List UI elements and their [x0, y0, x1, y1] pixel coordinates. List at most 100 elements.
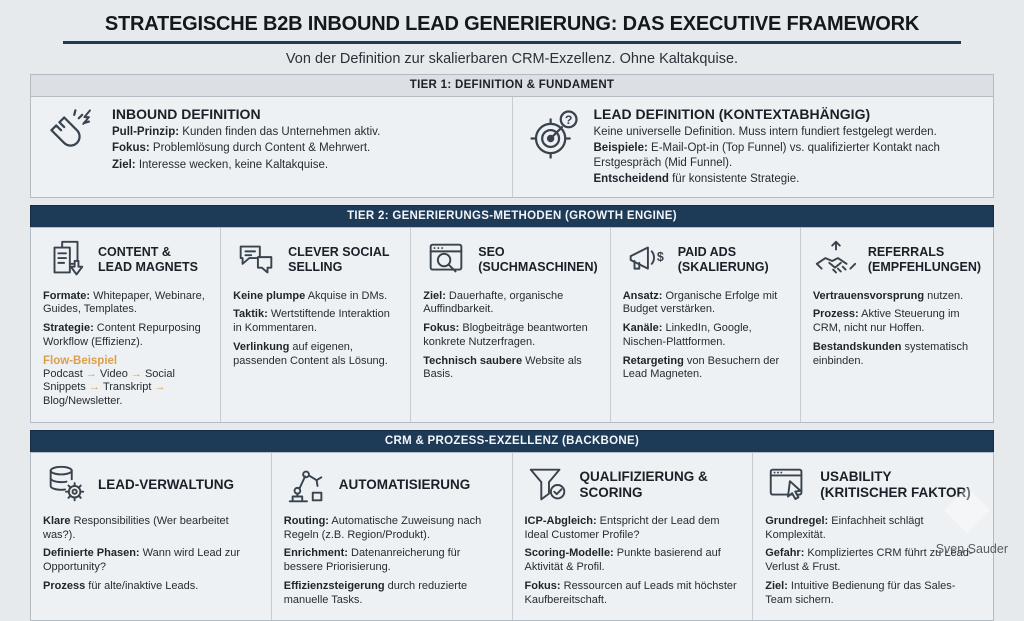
card-line: ICP-Abgleich: Entspricht der Lead dem Id…	[524, 514, 720, 541]
card-body: Pull-Prinzip: Kunden finden das Unterneh…	[112, 125, 380, 172]
card-line: Ziel: Intuitive Bedienung für das Sales-…	[765, 579, 956, 606]
flow-arrow-icon: →	[85, 381, 103, 394]
chat-bubbles-icon	[233, 237, 279, 283]
card-line: Grundregel: Einfachheit schlägt Komplexi…	[765, 514, 924, 541]
card-line: Routing: Automatische Zuweisung nach Reg…	[283, 514, 482, 541]
card-title: REFERRALS (EMPFEHLUNGEN)	[867, 245, 982, 274]
card-body: Klare Responsibilities (Wer bearbeitet w…	[43, 515, 259, 594]
card-title: LEAD-VERWALTUNG	[98, 476, 234, 492]
tier1-section: TIER 1: DEFINITION & FUNDAMENT INBOUND D…	[30, 74, 994, 198]
card-head: SEO (SUCHMASCHINEN)	[423, 237, 598, 283]
target-question-icon: ?	[527, 107, 581, 161]
card-body: Ansatz: Organische Erfolge mit Budget ve…	[623, 290, 788, 383]
flow-label: Flow-Beispiel	[43, 354, 118, 367]
card-title: CONTENT & LEAD MAGNETS	[98, 245, 198, 274]
card-line: Kanäle: LinkedIn, Google, Nischen-Plattf…	[622, 322, 752, 348]
card-head: QUALIFIZIERUNG & SCORING	[525, 462, 741, 508]
tier2-cards: CONTENT & LEAD MAGNETS Formate: Whitepape…	[30, 226, 994, 423]
card-qualifizierung-scoring: QUALIFIZIERUNG & SCORING ICP-Abgleich: En…	[511, 452, 753, 621]
infographic-page: { "page": { "title": "STRATEGISCHE B2B I…	[0, 0, 1024, 559]
card-line: Vertrauensvorsprung nutzen.	[812, 289, 964, 302]
card-line: Klare Responsibilities (Wer bearbeitet w…	[43, 514, 229, 541]
handshake-growth-icon	[813, 237, 859, 283]
card-line: Verlinkung auf eigenen, passenden Conten…	[233, 340, 388, 367]
card-text: LEAD DEFINITION (KONTEXTABHÄNGIG) Keine u…	[594, 106, 980, 189]
card-line: Fokus: Blogbeiträge beantworten konkrete…	[423, 322, 588, 348]
card-line: Definierte Phasen: Wann wird Lead zur Op…	[43, 547, 241, 573]
card-lead-definition: ? LEAD DEFINITION (KONTEXTABHÄNGIG) Keine …	[511, 97, 994, 197]
card-title: CLEVER SOCIAL SELLING	[288, 245, 390, 274]
card-title: USABILITY (KRITISCHER FAKTOR)	[820, 469, 971, 500]
card-line: Pull-Prinzip: Kunden finden das Unterneh…	[112, 126, 381, 138]
card-line: Scoring-Modelle: Punkte basierend auf Ak…	[524, 547, 721, 573]
card-line: Strategie: Content Repurposing Workflow …	[43, 322, 201, 348]
card-body: Ziel: Dauerhafte, organische Auffindbark…	[423, 290, 597, 383]
masthead: STRATEGISCHE B2B INBOUND LEAD GENERIERUN…	[0, 0, 1024, 67]
author-credit: Sven Sauder	[935, 542, 1008, 556]
card-line: Enrichment: Datenanreicherung für besser…	[283, 547, 461, 573]
card-automatisierung: AUTOMATISIERUNG Routing: Automatische Zuw…	[270, 452, 512, 621]
card-paid-ads-skalierung: $ PAID ADS (SKALIERUNG) Ansatz: Organische…	[609, 227, 800, 422]
card-seo-suchmaschinen: SEO (SUCHMASCHINEN) Ziel: Dauerhafte, org…	[410, 227, 609, 422]
tier3-section: CRM & PROZESS-EXZELLENZ (BACKBONE) LEAD-…	[30, 429, 994, 621]
card-line: Ansatz: Organische Erfolge mit Budget ve…	[622, 289, 778, 316]
card-line: Entscheidend für konsistente Strategie.	[593, 173, 800, 186]
card-head: AUTOMATISIERUNG	[284, 462, 500, 508]
card-line: Taktik: Wertstiftende Interaktion in Kom…	[233, 308, 390, 334]
card-inbound-definition: INBOUND DEFINITION Pull-Prinzip: Kunden f…	[31, 97, 512, 197]
card-title: AUTOMATISIERUNG	[338, 476, 471, 492]
page-subtitle: Von der Definition zur skalierbaren CRM-…	[285, 51, 739, 67]
flow-arrow-icon: →	[127, 367, 145, 380]
card-line: Effizienzsteigerung durch reduzierte man…	[283, 579, 468, 606]
tier2-header: TIER 2: GENERIERUNGS-METHODEN (GROWTH EN…	[30, 204, 994, 227]
card-head: USABILITY (KRITISCHER FAKTOR)	[765, 462, 981, 508]
card-line: Ziel: Dauerhafte, organische Auffindbark…	[423, 289, 564, 316]
title-underline	[63, 41, 961, 44]
documents-download-icon	[43, 237, 89, 283]
card-head: LEAD-VERWALTUNG	[43, 462, 259, 508]
card-title: SEO (SUCHMASCHINEN)	[478, 245, 598, 274]
card-line: Prozess für alte/inaktive Leads.	[43, 579, 199, 592]
flow-line: Podcast → Video → Social Snippets → Tran…	[43, 367, 175, 408]
card-title: LEAD DEFINITION (KONTEXTABHÄNGIG)	[593, 106, 871, 122]
card-line: Technisch saubere Website als Basis.	[423, 354, 582, 381]
card-line: Prozess: Aktive Steuerung im CRM, nicht …	[812, 308, 960, 334]
card-line: Keine universelle Definition. Muss inter…	[593, 126, 937, 138]
card-body: Formate: Whitepaper, Webinare, Guides, T…	[43, 290, 208, 409]
svg-text:?: ?	[564, 113, 572, 127]
funnel-check-icon	[525, 462, 571, 508]
card-line: Ziel: Interesse wecken, keine Kaltakquis…	[112, 158, 329, 171]
card-body: Keine universelle Definition. Muss inter…	[594, 125, 980, 187]
card-text: INBOUND DEFINITION Pull-Prinzip: Kunden f…	[112, 106, 380, 189]
card-title: PAID ADS (SKALIERUNG)	[677, 245, 769, 274]
svg-text:$: $	[657, 249, 664, 263]
database-gear-icon	[43, 462, 89, 508]
tier3-header: CRM & PROZESS-EXZELLENZ (BACKBONE)	[30, 429, 994, 452]
card-title: INBOUND DEFINITION	[112, 106, 261, 122]
card-body: Vertrauensvorsprung nutzen. Prozess: Akti…	[813, 290, 981, 369]
card-line: Keine plumpe Akquise in DMs.	[233, 289, 388, 302]
megaphone-dollar-icon: $	[623, 237, 669, 283]
robot-arm-icon	[284, 462, 330, 508]
card-body: ICP-Abgleich: Entspricht der Lead dem Id…	[525, 515, 741, 608]
card-line: Formate: Whitepaper, Webinare, Guides, T…	[43, 289, 205, 316]
card-line: Fokus: Problemlösung durch Content & Meh…	[112, 142, 371, 155]
card-body: Routing: Automatische Zuweisung nach Reg…	[284, 515, 500, 608]
card-usability-kritischer-faktor: USABILITY (KRITISCHER FAKTOR) Grundregel:…	[752, 452, 993, 621]
card-referrals-empfehlungen: REFERRALS (EMPFEHLUNGEN) Vertrauensvorspr…	[799, 227, 993, 422]
browser-search-icon	[423, 237, 469, 283]
card-line: Retargeting von Besuchern der Lead Magne…	[622, 354, 780, 381]
card-clever-social-selling: CLEVER SOCIAL SELLING Keine plumpe Akquis…	[220, 227, 410, 422]
tier1-cards: INBOUND DEFINITION Pull-Prinzip: Kunden f…	[30, 96, 994, 198]
card-head: CONTENT & LEAD MAGNETS	[43, 237, 208, 283]
card-body: Grundregel: Einfachheit schlägt Komplexi…	[765, 515, 981, 608]
tier1-header: TIER 1: DEFINITION & FUNDAMENT	[30, 74, 994, 96]
card-line: Bestandskunden systematisch einbinden.	[812, 340, 969, 367]
magnet-icon	[45, 107, 99, 161]
browser-cursor-icon	[765, 462, 811, 508]
card-body: Keine plumpe Akquise in DMs. Taktik: Wert…	[233, 290, 398, 369]
tier2-section: TIER 2: GENERIERUNGS-METHODEN (GROWTH EN…	[30, 204, 994, 423]
card-head: CLEVER SOCIAL SELLING	[233, 237, 398, 283]
card-lead-verwaltung: LEAD-VERWALTUNG Klare Responsibilities (W…	[31, 453, 271, 621]
card-head: REFERRALS (EMPFEHLUNGEN)	[813, 237, 981, 283]
